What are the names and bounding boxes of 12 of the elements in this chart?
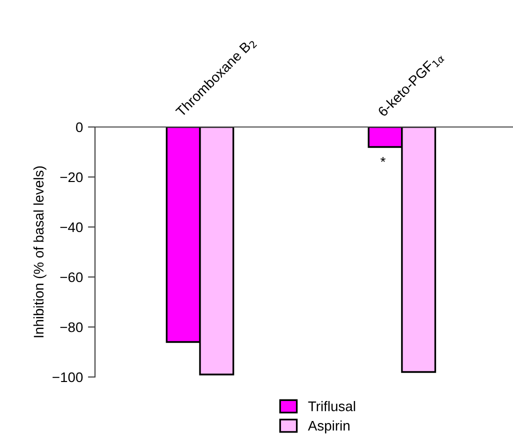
y-tick-label: 0: [76, 122, 83, 132]
x-tick-label: 6-keto-PGF$_{1α}$: [377, 50, 446, 119]
y-tick-label: −60: [60, 272, 83, 282]
y-tick-label: −20: [60, 172, 83, 182]
y-tick-label: −100: [52, 372, 83, 382]
annotation: *: [380, 157, 386, 162]
legend-label: Triflusal: [308, 401, 356, 412]
y-axis-title: Inhibition (% of basal levels): [33, 166, 46, 338]
x-tick-label: Thromboxane B$_{2}$: [174, 36, 258, 119]
y-tick-label: −80: [60, 322, 83, 332]
y-tick-label: −40: [60, 222, 83, 232]
legend-label: Aspirin: [308, 420, 350, 434]
